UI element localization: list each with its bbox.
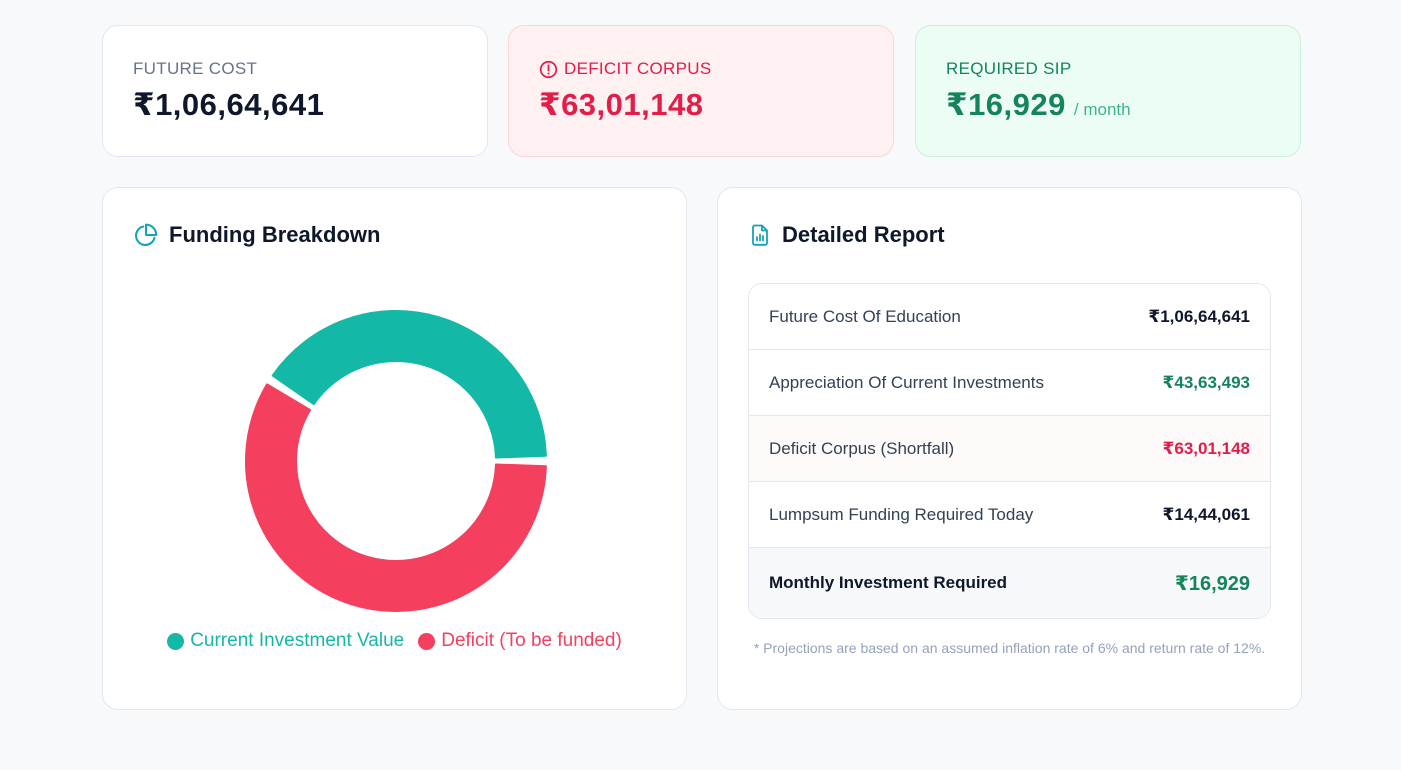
report-row-label: Lumpsum Funding Required Today — [769, 504, 1034, 524]
legend-swatch-teal — [167, 632, 185, 650]
required-sip-value: ₹16,929 — [946, 87, 1066, 122]
alert-circle-icon — [539, 60, 558, 78]
report-row-appreciation: Appreciation Of Current Investments ₹43,… — [749, 350, 1270, 416]
report-row-label: Deficit Corpus (Shortfall) — [769, 438, 955, 458]
report-row-label: Appreciation Of Current Investments — [769, 372, 1044, 392]
report-row-deficit: Deficit Corpus (Shortfall) ₹63,01,148 — [749, 416, 1270, 482]
required-sip-label: REQUIRED SIP — [946, 59, 1072, 78]
report-row-lumpsum: Lumpsum Funding Required Today ₹14,44,06… — [749, 482, 1270, 548]
future-cost-card: FUTURE COST ₹1,06,64,641 — [102, 25, 488, 157]
donut-slice-current-investment[interactable] — [271, 310, 547, 459]
future-cost-value: ₹1,06,64,641 — [133, 87, 325, 122]
required-sip-card: REQUIRED SIP ₹16,929 / month — [915, 25, 1301, 157]
pie-chart-icon — [135, 223, 158, 246]
report-row-monthly-investment: Monthly Investment Required ₹16,929 — [749, 548, 1270, 618]
report-row-value: ₹14,44,061 — [1162, 504, 1250, 524]
deficit-corpus-card: DEFICIT CORPUS ₹63,01,148 — [508, 25, 894, 157]
deficit-corpus-value: ₹63,01,148 — [539, 87, 704, 122]
report-row-value: ₹43,63,493 — [1162, 372, 1250, 392]
funding-donut-chart — [245, 310, 547, 612]
deficit-corpus-label: DEFICIT CORPUS — [564, 59, 712, 78]
funding-breakdown-title: Funding Breakdown — [169, 222, 381, 247]
legend-item-deficit[interactable]: Deficit (To be funded) — [418, 630, 622, 652]
file-chart-icon — [752, 224, 768, 246]
legend-label-current-investment: Current Investment Value — [190, 630, 405, 651]
report-row-value: ₹1,06,64,641 — [1148, 306, 1250, 326]
required-sip-suffix: / month — [1073, 100, 1131, 119]
projection-footnote: * Projections are based on an assumed in… — [753, 640, 1266, 656]
detailed-report-title: Detailed Report — [782, 222, 945, 247]
future-cost-label: FUTURE COST — [133, 59, 258, 78]
legend-swatch-red — [418, 632, 436, 650]
report-row-label: Monthly Investment Required — [769, 573, 1008, 592]
detailed-report-panel: Detailed Report Future Cost Of Education… — [717, 187, 1302, 710]
report-row-value: ₹63,01,148 — [1162, 438, 1250, 458]
report-row-label: Future Cost Of Education — [769, 306, 961, 326]
chart-legend: Current Investment Value Deficit (To be … — [103, 630, 686, 652]
report-table: Future Cost Of Education ₹1,06,64,641 Ap… — [748, 283, 1271, 619]
report-row-value: ₹16,929 — [1174, 572, 1250, 595]
funding-breakdown-panel: Funding Breakdown Current Investment Val… — [102, 187, 687, 710]
report-row-future-cost: Future Cost Of Education ₹1,06,64,641 — [749, 284, 1270, 350]
legend-label-deficit: Deficit (To be funded) — [441, 630, 622, 651]
legend-item-current-investment[interactable]: Current Investment Value — [167, 630, 404, 652]
donut-slice-deficit[interactable] — [245, 383, 547, 612]
